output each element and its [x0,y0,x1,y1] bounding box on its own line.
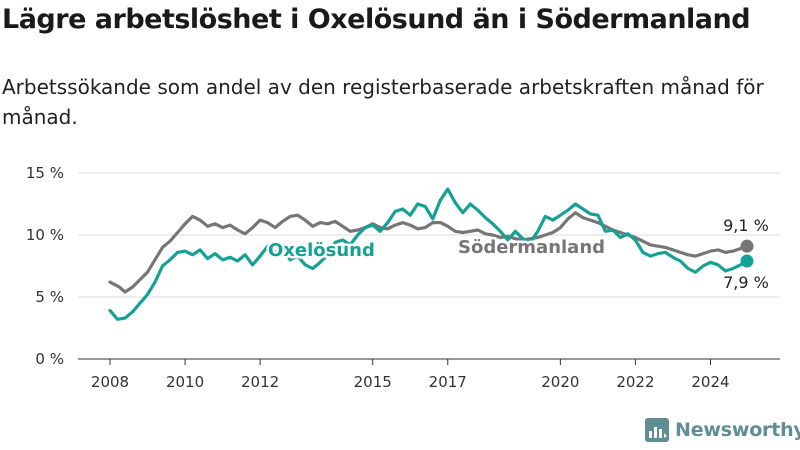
x-tick-label: 2010 [166,373,204,391]
series-line-oxel-sund [108,187,750,321]
end-markers: 9,1 % 7,9 % [723,216,769,292]
series-label-s-dermanland: Södermanland [458,237,605,258]
brand-name: Newsworthy [675,419,800,441]
x-tick-label: 2022 [616,373,654,391]
end-marker-1 [740,254,754,268]
series-line-s-dermanland [108,211,750,294]
y-tick-label: 0 % [35,350,64,368]
x-tick-label: 2015 [354,373,392,391]
y-tick-label: 5 % [35,288,64,306]
end-value-label: 9,1 % [723,216,769,235]
end-value-label: 7,9 % [723,273,769,292]
y-tick-label: 15 % [26,164,64,182]
page-subtitle: Arbetssökande som andel av den registerb… [2,75,764,129]
y-gridlines: 0 % 5 % 10 % 15 % [26,164,780,368]
x-tick-label: 2012 [241,373,279,391]
page-title: Lägre arbetslöshet i Oxelösund än i Söde… [2,4,751,35]
end-marker-0 [740,239,754,253]
series-labels: Södermanland Oxelösund [266,235,608,264]
series-lines [108,187,750,321]
brand: Newsworthy [645,418,800,442]
x-tick-label: 2020 [541,373,579,391]
x-tick-label: 2024 [691,373,729,391]
x-tick-label: 2017 [429,373,467,391]
x-tick-label: 2008 [91,373,129,391]
series-label-oxel-sund: Oxelösund [268,240,375,261]
bar-chart-logo-icon [645,418,669,442]
x-axis: 2008 2010 2012 2015 2017 2020 2022 2024 [91,359,730,391]
y-tick-label: 10 % [26,226,64,244]
